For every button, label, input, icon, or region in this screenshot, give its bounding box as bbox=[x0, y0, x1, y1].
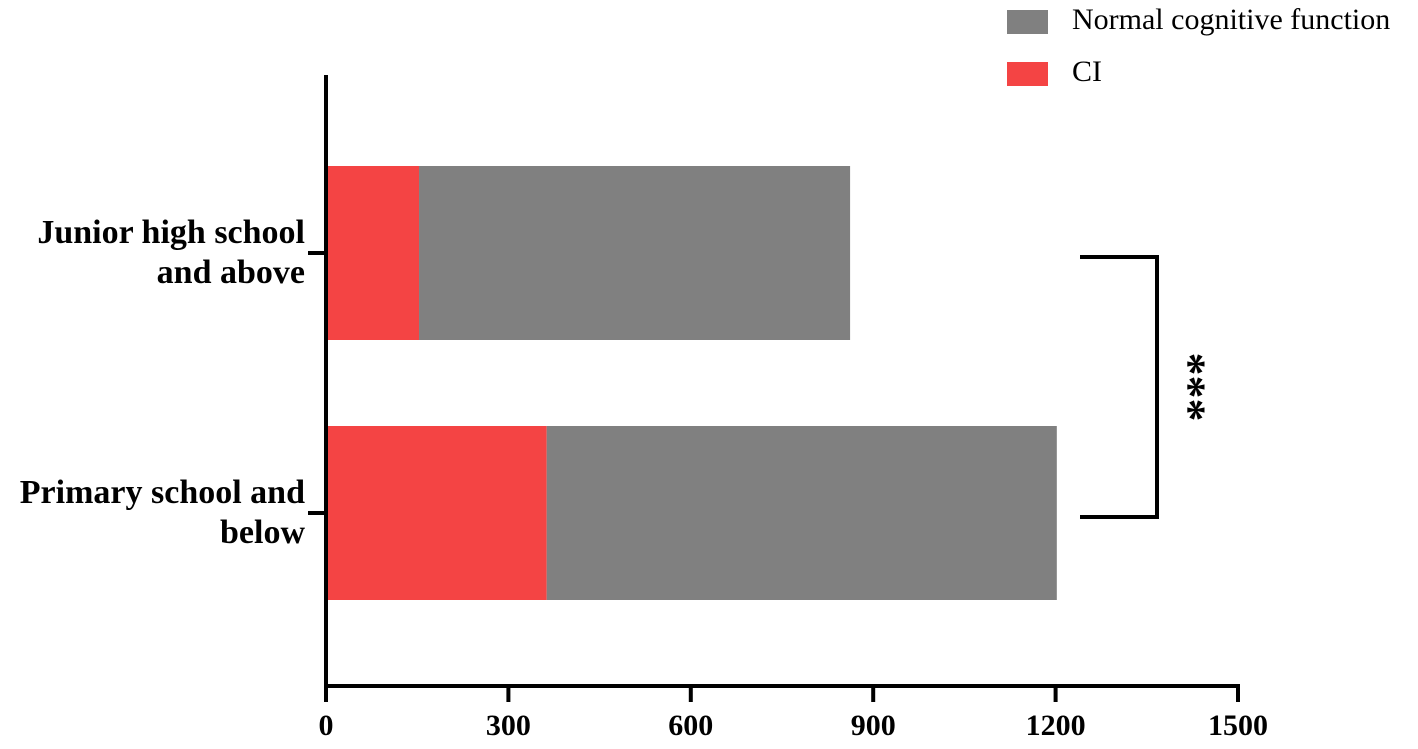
significance-bracket bbox=[1080, 255, 1159, 519]
y-tick-label: Junior high school and above bbox=[37, 214, 305, 291]
bar bbox=[326, 426, 547, 600]
x-tick-label: 1200 bbox=[1026, 709, 1086, 742]
legend-label: Normal cognitive function bbox=[1072, 3, 1390, 36]
x-tick-label: 600 bbox=[668, 709, 713, 742]
bar bbox=[546, 426, 1057, 600]
x-tick-label: 0 bbox=[319, 709, 334, 742]
legend-swatch bbox=[1007, 62, 1048, 86]
x-tick-label: 900 bbox=[851, 709, 896, 742]
legend-label: CI bbox=[1072, 55, 1102, 88]
x-tick-label: 300 bbox=[486, 709, 531, 742]
bar bbox=[419, 166, 851, 340]
legend-swatch bbox=[1007, 10, 1048, 34]
y-tick-label: Primary school and below bbox=[19, 474, 305, 551]
x-tick-label: 1500 bbox=[1208, 709, 1268, 742]
annotation: *** bbox=[1164, 353, 1215, 422]
bar bbox=[326, 166, 420, 340]
